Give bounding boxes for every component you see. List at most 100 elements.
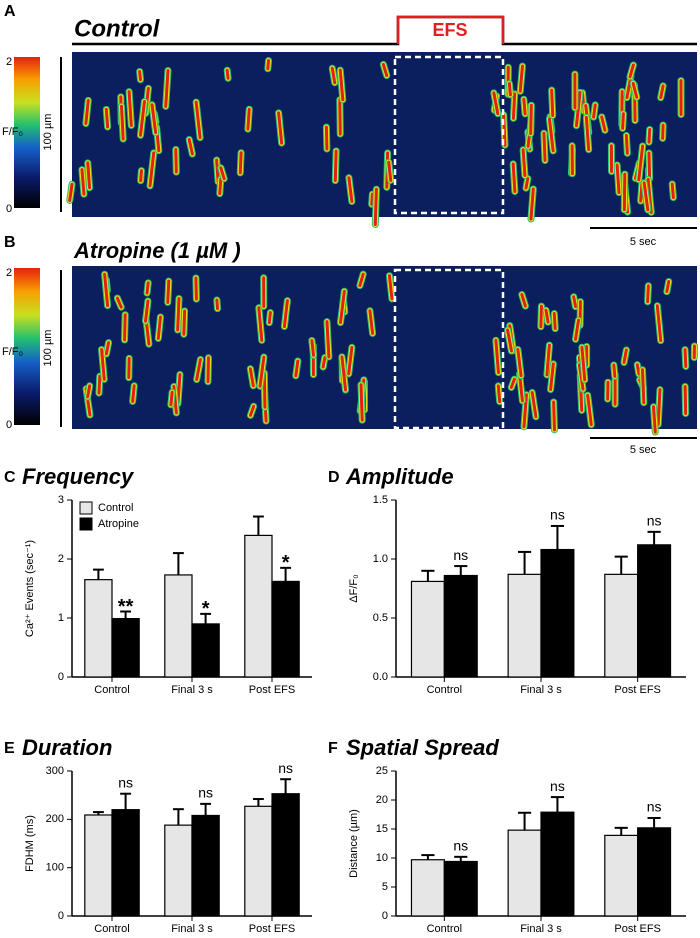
y-tick-label: 1.5 xyxy=(373,494,388,506)
significance: * xyxy=(202,598,210,620)
signal-core xyxy=(326,127,327,149)
signal-core xyxy=(184,311,185,334)
panel-title: Control xyxy=(74,15,161,42)
y-axis-label: FDHM (ms) xyxy=(24,815,36,872)
signal-core xyxy=(552,90,553,115)
significance: * xyxy=(282,552,290,574)
signal-core xyxy=(554,402,555,430)
signal-core xyxy=(498,386,499,402)
signal-core xyxy=(531,105,532,133)
signal-core xyxy=(106,109,107,127)
colorbar-tick: 2 xyxy=(6,267,12,279)
signal-core xyxy=(509,84,510,95)
time-scale-label: 5 sec xyxy=(630,236,657,248)
bar xyxy=(112,619,139,677)
bar xyxy=(541,812,574,916)
signal-core xyxy=(268,61,269,69)
signal-core xyxy=(88,386,90,397)
signal-core xyxy=(574,297,576,307)
bar xyxy=(638,828,671,916)
bar xyxy=(444,861,477,916)
y-tick-label: 10 xyxy=(376,852,388,864)
panel-letter: B xyxy=(4,234,16,251)
x-tick-label: Control xyxy=(427,923,462,933)
colorbar-tick: 0 xyxy=(6,203,12,215)
signal-core xyxy=(614,365,615,376)
bar xyxy=(638,545,671,677)
significance: ns xyxy=(647,799,662,815)
signal-core xyxy=(99,376,100,393)
time-scale-label: 5 sec xyxy=(630,444,657,456)
y-tick-label: 1 xyxy=(58,612,64,624)
signal-core xyxy=(541,306,542,327)
panel-letter: C xyxy=(4,469,16,486)
bar xyxy=(245,535,272,677)
panel-letter: E xyxy=(4,740,15,757)
signal-core xyxy=(546,310,548,322)
bar xyxy=(192,624,219,677)
bar xyxy=(444,576,477,677)
chart-title: Frequency xyxy=(22,464,135,489)
signal-core xyxy=(133,386,135,402)
significance: ns xyxy=(198,785,213,801)
signal-core xyxy=(178,299,179,330)
bar xyxy=(165,575,192,677)
y-tick-label: 200 xyxy=(46,813,64,825)
y-tick-label: 5 xyxy=(382,881,388,893)
y-tick-label: 15 xyxy=(376,823,388,835)
stim-label: EFS xyxy=(432,20,467,40)
legend-swatch xyxy=(80,518,92,530)
colorbar-tick: 0 xyxy=(6,419,12,431)
signal-core xyxy=(168,281,169,302)
signal-core xyxy=(312,340,314,355)
panel-letter: D xyxy=(328,469,340,486)
colorbar-tick: 2 xyxy=(6,56,12,68)
signal-core xyxy=(375,189,376,224)
signal-core xyxy=(649,130,650,143)
significance: ns xyxy=(550,507,565,523)
signal-core xyxy=(171,392,172,404)
signal-core xyxy=(323,358,325,367)
y-tick-label: 1.0 xyxy=(373,553,388,565)
signal-core xyxy=(122,106,124,139)
y-tick-label: 0 xyxy=(58,910,64,922)
bar xyxy=(112,810,139,916)
chart-title: Amplitude xyxy=(345,464,454,489)
signal-core xyxy=(125,315,126,340)
bar xyxy=(85,815,112,916)
significance: ns xyxy=(453,547,468,563)
signal-core xyxy=(617,165,619,193)
y-tick-label: 25 xyxy=(376,765,388,777)
signal-core xyxy=(372,194,373,204)
legend-label: Atropine xyxy=(98,518,139,530)
signal-core xyxy=(296,361,298,376)
significance: ns xyxy=(278,760,293,776)
bar xyxy=(411,581,444,677)
signal-core xyxy=(269,313,270,323)
x-tick-label: Control xyxy=(94,923,129,933)
signal-core xyxy=(389,162,391,180)
y-tick-label: 0 xyxy=(382,910,388,922)
signal-core xyxy=(513,94,514,118)
bar xyxy=(508,574,541,677)
y-tick-label: 0.0 xyxy=(373,671,388,683)
y-tick-label: 0 xyxy=(58,671,64,683)
signal-core xyxy=(523,150,525,176)
signal-core xyxy=(220,179,221,194)
x-tick-label: Post EFS xyxy=(614,684,660,696)
signal-core xyxy=(82,170,84,195)
x-tick-label: Post EFS xyxy=(249,684,295,696)
x-tick-label: Post EFS xyxy=(249,923,295,933)
bar xyxy=(192,815,219,916)
x-tick-label: Control xyxy=(94,684,129,696)
signal-core xyxy=(642,370,643,403)
signal-core xyxy=(554,314,555,329)
y-tick-label: 20 xyxy=(376,794,388,806)
x-tick-label: Post EFS xyxy=(614,923,660,933)
y-axis-label: Ca²⁺ Events (sec⁻¹) xyxy=(24,540,36,637)
bar xyxy=(605,835,638,916)
x-tick-label: Control xyxy=(427,684,462,696)
x-tick-label: Final 3 s xyxy=(171,684,213,696)
legend-swatch xyxy=(80,502,92,514)
